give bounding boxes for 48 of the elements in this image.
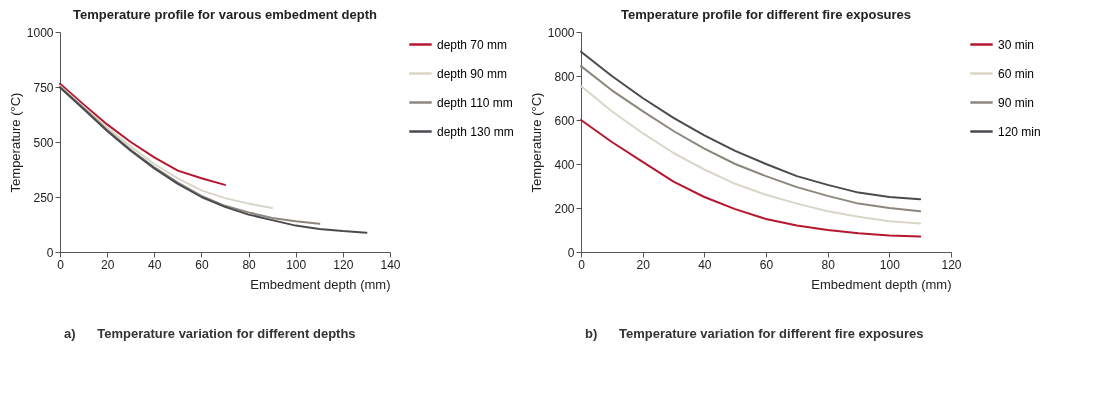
y-tick-label: 1000 — [26, 25, 54, 40]
line-series — [580, 119, 922, 238]
y-tick-label: 400 — [554, 157, 575, 172]
x-tick-label: 80 — [821, 257, 836, 272]
legend-label: depth 110 mm — [437, 95, 513, 110]
x-tick-label: 80 — [242, 257, 257, 272]
legend-label: 90 min — [998, 95, 1035, 110]
legend-label: depth 130 mm — [437, 124, 514, 139]
x-tick-label: 0 — [578, 257, 586, 272]
x-tick-label: 120 — [941, 257, 962, 272]
y-tick-label: 1000 — [547, 25, 575, 40]
legend-label: depth 90 mm — [437, 66, 508, 81]
y-tick-label: 200 — [554, 201, 575, 216]
x-axis-title: Embedment depth (mm) — [250, 276, 391, 292]
x-tick-label: 40 — [148, 257, 162, 272]
y-axis-title: Temperature (°C) — [7, 92, 23, 193]
line-series — [59, 82, 226, 186]
x-tick-label: 0 — [57, 257, 65, 272]
legend-label: depth 70 mm — [437, 37, 508, 52]
x-tick-label: 20 — [636, 257, 651, 272]
line-series — [59, 84, 274, 209]
x-tick-label: 100 — [879, 257, 901, 272]
x-tick-label: 60 — [195, 257, 209, 272]
text: a) Temperature variation for different depths — [64, 326, 357, 341]
chart-title: Temperature profile for different fire exposures — [620, 7, 912, 22]
legend-label: 60 min — [998, 66, 1035, 81]
x-tick-label: 40 — [698, 257, 712, 272]
x-tick-label: 120 — [333, 257, 354, 272]
x-tick-label: 100 — [286, 257, 307, 272]
chart-title: Temperature profile for varous embedment depth — [73, 7, 377, 22]
x-axis-title: Embedment depth (mm) — [811, 276, 952, 292]
line-series — [59, 86, 321, 225]
y-tick-label: 0 — [567, 245, 575, 260]
y-tick-label: 0 — [46, 245, 54, 260]
y-tick-label: 800 — [554, 69, 575, 84]
x-tick-label: 60 — [759, 257, 774, 272]
y-tick-label: 500 — [33, 135, 54, 150]
legend-label: 120 min — [998, 124, 1041, 139]
y-axis-title: Temperature (°C) — [528, 92, 544, 193]
legend-label: 30 min — [998, 37, 1035, 52]
x-tick-label: 20 — [100, 257, 115, 272]
text: b) Temperature variation for different fire exposures — [585, 326, 925, 341]
y-tick-label: 600 — [554, 113, 575, 128]
x-tick-label: 140 — [380, 257, 401, 272]
y-tick-label: 750 — [33, 80, 54, 95]
line-series — [580, 84, 922, 225]
y-tick-label: 250 — [33, 190, 54, 205]
line-series — [580, 65, 922, 213]
